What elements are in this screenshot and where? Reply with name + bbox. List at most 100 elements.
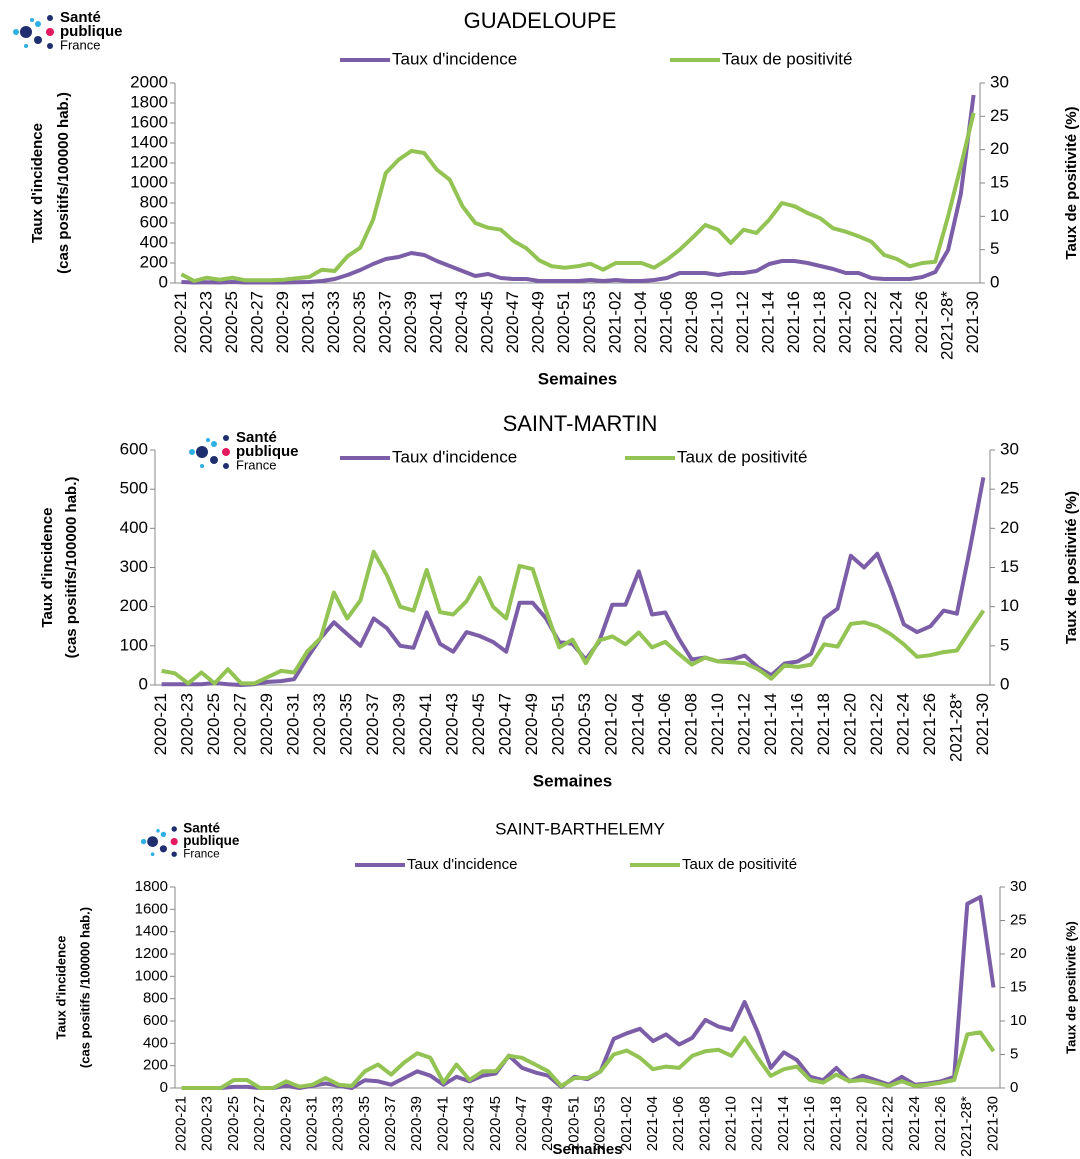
x-axis-title: Semaines: [533, 771, 612, 790]
y2-tick-label: 0: [1010, 1079, 1018, 1096]
x-tick-label: 2020-33: [324, 291, 343, 353]
x-tick-label: 2020-47: [513, 1096, 530, 1151]
x-tick-label: 2021-14: [761, 693, 780, 755]
logo-text: France: [183, 847, 219, 860]
logo-dot: [211, 441, 217, 447]
x-tick-label: 2021-02: [618, 1096, 635, 1151]
logo-dot: [24, 44, 28, 48]
logo-dot: [196, 446, 208, 458]
x-tick-label: 2020-33: [330, 1096, 347, 1151]
x-tick-label: 2020-41: [416, 693, 435, 755]
x-tick-label: 2021-24: [886, 291, 905, 353]
y-tick-label: 1000: [130, 172, 168, 191]
x-tick-label: 2020-27: [231, 693, 250, 755]
y-tick-label: 1600: [135, 900, 168, 917]
y2-tick-label: 5: [1010, 1045, 1018, 1062]
logo-dot: [159, 845, 167, 853]
x-tick-label: 2020-27: [248, 291, 267, 353]
x-tick-label: 2020-31: [284, 693, 303, 755]
x-tick-label: 2020-41: [434, 1096, 451, 1151]
x-tick-label: 2021-14: [775, 1096, 792, 1151]
series-line: [180, 112, 976, 283]
logo-dot: [46, 28, 54, 36]
logo-text: France: [236, 457, 276, 472]
x-tick-label: 2021-24: [893, 693, 912, 755]
x-tick-label: 2021-26: [912, 291, 931, 353]
y-tick-label: 1800: [135, 878, 168, 895]
legend-label: Taux d'incidence: [392, 49, 517, 68]
x-tick-label: 2020-29: [273, 291, 292, 353]
x-tick-label: 2021-30: [973, 693, 992, 755]
x-tick-label: 2021-18: [810, 291, 829, 353]
legend-label: Taux de positivité: [722, 49, 852, 68]
series-line: [181, 895, 996, 1090]
x-tick-label: 2020-43: [452, 291, 471, 353]
x-tick-label: 2020-49: [529, 291, 548, 353]
y2-tick-label: 30: [1000, 439, 1019, 458]
x-tick-label: 2020-51: [565, 1096, 582, 1151]
logo-dot: [13, 29, 19, 35]
x-tick-label: 2020-23: [199, 1096, 216, 1151]
y-axis-title: (cas positifs/100000 hab.): [63, 477, 80, 659]
x-tick-label: 2021-20: [835, 291, 854, 353]
logo-text: Santé: [236, 429, 277, 446]
x-tick-label: 2021-28*: [958, 1096, 975, 1157]
x-tick-label: 2020-29: [257, 693, 276, 755]
logo-dot: [206, 438, 210, 442]
y-tick-label: 1200: [130, 152, 168, 171]
y-tick-label: 600: [143, 1012, 168, 1029]
logo-dot: [210, 456, 218, 464]
legend-label: Taux de positivité: [682, 856, 797, 873]
logo-dot: [47, 43, 53, 49]
logo-dot: [223, 435, 229, 441]
y-tick-label: 1400: [135, 923, 168, 940]
y-tick-label: 2000: [130, 72, 168, 91]
x-tick-label: 2020-47: [496, 693, 515, 755]
logo-text: France: [60, 37, 100, 52]
x-tick-label: 2020-45: [487, 1096, 504, 1151]
y2-tick-label: 25: [1000, 479, 1019, 498]
x-tick-label: 2021-18: [814, 693, 833, 755]
logo-dot: [200, 464, 204, 468]
x-tick-label: 2020-37: [375, 291, 394, 353]
x-tick-label: 2020-51: [554, 291, 573, 353]
x-tick-label: 2020-25: [204, 693, 223, 755]
logo-text: publique: [236, 443, 299, 460]
y2-tick-label: 15: [1010, 978, 1027, 995]
y-tick-label: 500: [120, 479, 148, 498]
y2-tick-label: 10: [990, 206, 1009, 225]
y-tick-label: 200: [120, 596, 148, 615]
x-tick-label: 2020-47: [503, 291, 522, 353]
y2-tick-label: 30: [1010, 878, 1027, 895]
series-line: [161, 477, 986, 687]
y-tick-label: 0: [159, 272, 168, 291]
legend-label: Taux de positivité: [677, 447, 807, 466]
x-tick-label: 2021-16: [801, 1096, 818, 1151]
y-tick-label: 800: [140, 192, 168, 211]
x-tick-label: 2020-49: [522, 693, 541, 755]
x-tick-label: 2021-16: [784, 291, 803, 353]
x-tick-label: 2021-04: [628, 693, 647, 755]
y-tick-label: 0: [139, 674, 148, 693]
x-tick-label: 2021-02: [602, 693, 621, 755]
x-tick-label: 2020-29: [277, 1096, 294, 1151]
y2-axis-title: Taux de positivité (%): [1063, 106, 1080, 259]
x-tick-label: 2021-08: [696, 1096, 713, 1151]
x-tick-label: 2020-39: [390, 693, 409, 755]
x-tick-label: 2020-53: [575, 693, 594, 755]
x-tick-label: 2020-39: [401, 291, 420, 353]
chart-title: SAINT-BARTHELEMY: [495, 819, 665, 838]
x-tick-label: 2020-45: [469, 693, 488, 755]
logo-dot: [140, 838, 147, 845]
x-tick-label: 2021-24: [906, 1096, 923, 1151]
x-tick-label: 2020-25: [222, 291, 241, 353]
x-axis-title: Semaines: [538, 369, 617, 388]
x-tick-label: 2020-21: [173, 1096, 190, 1151]
y-tick-label: 1600: [130, 112, 168, 131]
x-tick-label: 2021-18: [827, 1096, 844, 1151]
legend-label: Taux d'incidence: [392, 447, 517, 466]
y-axis-title: Taux d'incidence: [39, 508, 56, 628]
logo-dot: [147, 836, 158, 847]
logo-dot: [34, 36, 42, 44]
